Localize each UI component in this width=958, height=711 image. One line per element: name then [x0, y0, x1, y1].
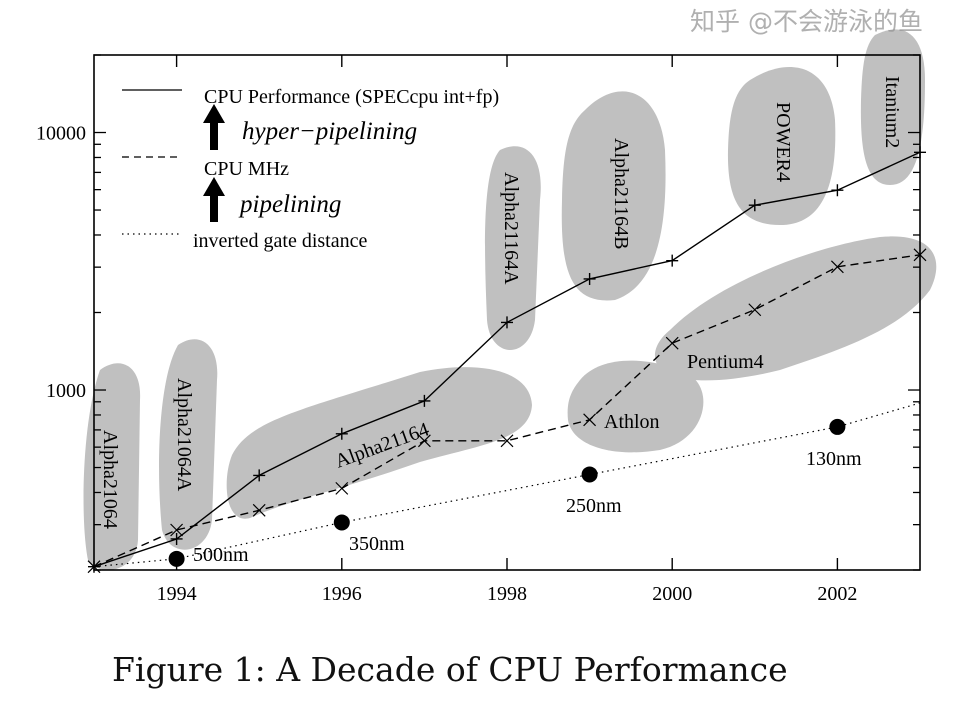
performance-point [501, 316, 513, 329]
series-layer [87, 146, 927, 574]
y-tick-label: 10000 [36, 123, 86, 145]
region-label-alpha21064a: Alpha21064A [173, 378, 195, 492]
arrow-up-icon [203, 104, 225, 150]
region-label-pentium4: Pentium4 [687, 351, 764, 373]
performance-point [253, 469, 266, 482]
mhz-point [335, 481, 349, 495]
performance-point [748, 199, 761, 212]
series-line-2 [93, 402, 921, 568]
region-itanium2 [860, 29, 925, 185]
performance-point [831, 184, 844, 197]
mhz-point [417, 434, 431, 448]
region-label-alpha21164a: Alpha21164A [500, 172, 522, 285]
region-alpha21164a [485, 146, 541, 350]
mhz-point [748, 303, 762, 317]
gate-distance-labels: 500nm 350nm 250nm 130nm [193, 448, 862, 566]
label-350nm: 350nm [349, 533, 405, 555]
region-athlon [567, 360, 704, 453]
annotation-pipelining: pipelining [238, 191, 341, 218]
mhz-point [583, 413, 597, 427]
y-tick-label: 1000 [46, 380, 86, 402]
performance-point [335, 427, 348, 440]
x-tick-label: 1994 [157, 583, 197, 605]
gate-distance-point [581, 466, 598, 483]
x-tick-label: 2000 [652, 583, 692, 605]
region-label-alpha21164b: Alpha21164B [610, 138, 632, 249]
label-130nm: 130nm [806, 448, 862, 470]
performance-point [583, 272, 596, 285]
mhz-point [252, 503, 266, 517]
region-alpha21164b [561, 91, 666, 301]
legend-label-performance: CPU Performance (SPECcpu int+fp) [204, 86, 499, 108]
region-alpha21164 [226, 367, 532, 519]
x-tick-label: 1998 [487, 583, 527, 605]
performance-point [170, 532, 183, 545]
performance-point [666, 254, 679, 267]
region-label-power4: POWER4 [772, 102, 794, 182]
annotation-hyper-pipelining: hyper−pipelining [242, 118, 417, 145]
label-500nm: 500nm [193, 544, 249, 566]
mhz-point [170, 523, 184, 537]
processor-regions [83, 29, 937, 571]
axes: 1994 1996 1998 2000 2002 1000 10000 [36, 54, 921, 605]
region-label-athlon: Athlon [604, 411, 660, 433]
region-alpha21064a [159, 339, 218, 550]
legend-label-gate: inverted gate distance [193, 230, 367, 252]
mhz-point [830, 260, 844, 274]
gate-distance-point [829, 418, 846, 435]
figure-caption: Figure 1: A Decade of CPU Performance [112, 650, 788, 689]
performance-point [418, 394, 431, 407]
arrow-up-icon [203, 177, 225, 222]
x-tick-label: 2002 [817, 583, 857, 605]
region-label-alpha21064: Alpha21064 [99, 430, 121, 529]
legend-label-mhz: CPU MHz [204, 158, 289, 180]
gate-distance-point [333, 514, 350, 531]
region-power4 [727, 67, 836, 225]
region-label-itanium2: Itanium2 [881, 76, 903, 148]
region-pentium4 [654, 236, 937, 381]
mhz-point [665, 336, 679, 350]
legend: CPU Performance (SPECcpu int+fp) CPU MHz… [122, 86, 499, 252]
mhz-point [500, 434, 514, 448]
x-tick-label: 1996 [322, 583, 362, 605]
watermark: 知乎 @不会游泳的鱼 [690, 7, 923, 36]
series-line-1 [93, 254, 921, 568]
label-250nm: 250nm [566, 495, 622, 517]
